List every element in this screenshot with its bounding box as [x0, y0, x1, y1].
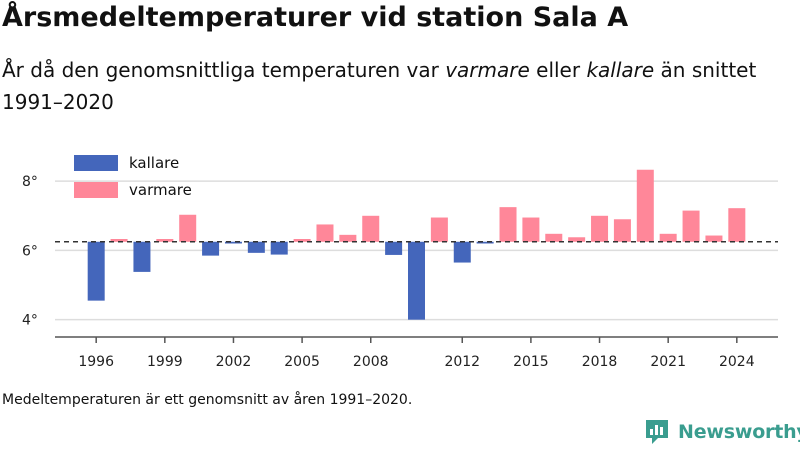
bar-warmer [705, 235, 723, 242]
x-tick-label: 2002 [216, 354, 252, 370]
y-tick-label: 8° [22, 174, 38, 190]
bar-warmer [179, 214, 197, 242]
x-tick-label: 2024 [719, 354, 755, 370]
bar-warmer [156, 238, 174, 242]
x-tick-label: 2015 [513, 354, 549, 370]
subtitle-text-2: eller [529, 58, 587, 82]
bar-warmer [430, 217, 448, 242]
subtitle-text-3: än snittet 1991–2020 [2, 58, 757, 114]
subtitle-text-1: År då den genomsnittliga temperaturen va… [2, 58, 446, 82]
bar-colder [224, 241, 242, 244]
bar-warmer [636, 169, 654, 242]
x-tick-label: 1996 [78, 354, 114, 370]
x-tick-label: 2008 [353, 354, 389, 370]
bar-warmer [568, 237, 586, 242]
bar-colder [453, 241, 471, 263]
bar-warmer [682, 210, 700, 242]
bar-colder [408, 241, 425, 320]
bar-warmer [659, 233, 677, 242]
x-tick-label: 2005 [284, 354, 320, 370]
subtitle-emphasis-warmer: varmare [445, 58, 530, 82]
bar-colder [385, 241, 403, 255]
y-tick-label: 4° [22, 313, 38, 329]
bar-warmer [522, 217, 540, 242]
legend-label: kallare [129, 154, 179, 172]
legend-swatch [74, 182, 118, 198]
bar-warmer [499, 207, 517, 242]
x-tick-label: 2012 [444, 354, 480, 370]
x-tick-label: 1999 [147, 354, 183, 370]
bar-colder [87, 241, 105, 301]
bar-colder [202, 241, 220, 256]
bar-colder [270, 241, 288, 255]
bar-warmer [293, 238, 311, 242]
bar-warmer [591, 215, 609, 242]
bar-warmer [110, 238, 128, 242]
bar-warmer [545, 233, 563, 242]
brand-name: Newsworthy [678, 421, 800, 443]
bar-warmer [316, 224, 334, 242]
bar-warmer [613, 219, 631, 242]
subtitle-emphasis-colder: kallare [586, 58, 655, 82]
x-tick-label: 2021 [650, 354, 686, 370]
footnote: Medeltemperaturen är ett genomsnitt av å… [2, 392, 413, 408]
bar-warmer [362, 215, 380, 242]
bar-colder [133, 241, 151, 272]
chart-title: Årsmedeltemperaturer vid station Sala A [2, 2, 629, 33]
bar-warmer [339, 234, 357, 242]
bar-warmer [728, 208, 746, 242]
legend-label: varmare [129, 181, 192, 199]
y-tick-label: 6° [22, 243, 38, 259]
legend-swatch [74, 155, 118, 171]
newsworthy-logo-icon [646, 420, 668, 444]
x-tick-label: 2018 [582, 354, 618, 370]
chart-subtitle: År då den genomsnittliga temperaturen va… [2, 54, 792, 118]
bar-colder [476, 241, 494, 244]
brand-logo: Newsworthy [644, 418, 800, 446]
bar-colder [247, 241, 265, 253]
